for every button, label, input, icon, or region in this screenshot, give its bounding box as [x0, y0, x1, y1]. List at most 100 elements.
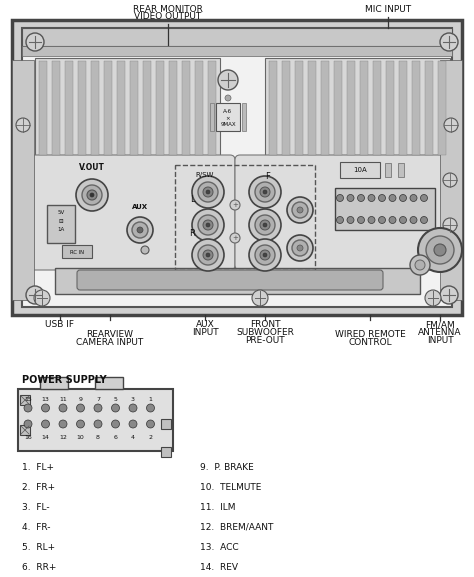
Circle shape [418, 228, 462, 272]
Circle shape [292, 240, 308, 256]
Bar [20, 395, 30, 405]
Circle shape [94, 404, 102, 412]
Text: 3.  FL-: 3. FL- [22, 503, 50, 512]
Bar [18, 389, 173, 451]
Text: F: F [265, 172, 271, 181]
Text: 9.  P. BRAKE: 9. P. BRAKE [200, 463, 254, 472]
Circle shape [111, 404, 119, 412]
Bar [398, 163, 404, 177]
Circle shape [198, 245, 218, 265]
Text: V.OUT: V.OUT [79, 163, 105, 173]
Circle shape [440, 33, 458, 51]
Circle shape [347, 216, 354, 223]
FancyBboxPatch shape [25, 155, 235, 270]
Circle shape [287, 197, 313, 223]
Circle shape [82, 185, 102, 205]
Text: 10A: 10A [353, 167, 367, 173]
Circle shape [249, 239, 281, 271]
Circle shape [260, 220, 270, 230]
Bar [385, 163, 391, 177]
Text: +: + [232, 202, 238, 208]
Text: 14: 14 [42, 435, 49, 440]
Circle shape [94, 420, 102, 428]
Circle shape [230, 233, 240, 243]
Bar [91, 61, 99, 155]
Bar [373, 61, 381, 155]
Circle shape [249, 176, 281, 208]
Circle shape [379, 194, 385, 201]
Circle shape [292, 202, 308, 218]
Text: 1: 1 [148, 397, 153, 402]
Circle shape [59, 420, 67, 428]
Circle shape [426, 236, 454, 264]
Bar [65, 61, 73, 155]
Bar [104, 61, 112, 155]
Bar [265, 58, 450, 158]
Circle shape [42, 420, 49, 428]
Bar [143, 61, 151, 155]
Bar [12, 20, 462, 315]
Circle shape [410, 194, 417, 201]
Text: 15: 15 [24, 397, 32, 402]
Circle shape [206, 190, 210, 194]
Text: ×: × [226, 116, 230, 121]
Circle shape [425, 290, 441, 306]
Circle shape [203, 220, 213, 230]
Text: 5V: 5V [57, 210, 64, 215]
Text: REAR MONITOR: REAR MONITOR [133, 5, 203, 14]
Text: WIRED REMOTE: WIRED REMOTE [335, 330, 405, 339]
Text: REARVIEW: REARVIEW [86, 330, 134, 339]
Bar [161, 419, 171, 429]
Bar [208, 61, 216, 155]
Circle shape [420, 216, 428, 223]
Bar [321, 61, 329, 155]
Circle shape [357, 194, 365, 201]
Bar [195, 61, 203, 155]
Circle shape [24, 420, 32, 428]
Text: USB IF: USB IF [46, 320, 74, 329]
Circle shape [129, 404, 137, 412]
Text: MIC INPUT: MIC INPUT [365, 5, 411, 14]
Circle shape [146, 404, 155, 412]
Circle shape [230, 200, 240, 210]
Circle shape [225, 95, 231, 101]
Bar [156, 61, 164, 155]
Circle shape [203, 250, 213, 260]
Circle shape [400, 216, 407, 223]
Text: VIDEO OUTPUT: VIDEO OUTPUT [134, 12, 201, 21]
Circle shape [379, 216, 385, 223]
Circle shape [337, 194, 344, 201]
Bar [182, 61, 190, 155]
Circle shape [297, 245, 303, 251]
Circle shape [192, 209, 224, 241]
Circle shape [263, 253, 267, 257]
Circle shape [192, 239, 224, 271]
Circle shape [252, 290, 268, 306]
Bar [308, 61, 316, 155]
Circle shape [400, 194, 407, 201]
Text: INPUT: INPUT [427, 336, 453, 345]
Bar [130, 61, 138, 155]
Bar [425, 61, 433, 155]
Circle shape [443, 218, 457, 232]
Circle shape [141, 246, 149, 254]
Circle shape [127, 217, 153, 243]
Circle shape [410, 216, 417, 223]
Bar [282, 61, 290, 155]
Circle shape [87, 190, 97, 200]
Circle shape [90, 193, 94, 197]
Circle shape [146, 420, 155, 428]
Circle shape [260, 250, 270, 260]
Bar [440, 60, 462, 300]
Bar [295, 61, 303, 155]
Circle shape [206, 223, 210, 227]
Circle shape [34, 290, 50, 306]
Bar [52, 61, 60, 155]
Text: 10.  TELMUTE: 10. TELMUTE [200, 483, 261, 492]
Bar [161, 447, 171, 457]
Text: ANTENNA: ANTENNA [418, 328, 462, 337]
Text: RC IN: RC IN [70, 249, 84, 254]
Text: FM/AM: FM/AM [425, 320, 455, 329]
Bar [340, 162, 380, 178]
Bar [22, 28, 452, 46]
